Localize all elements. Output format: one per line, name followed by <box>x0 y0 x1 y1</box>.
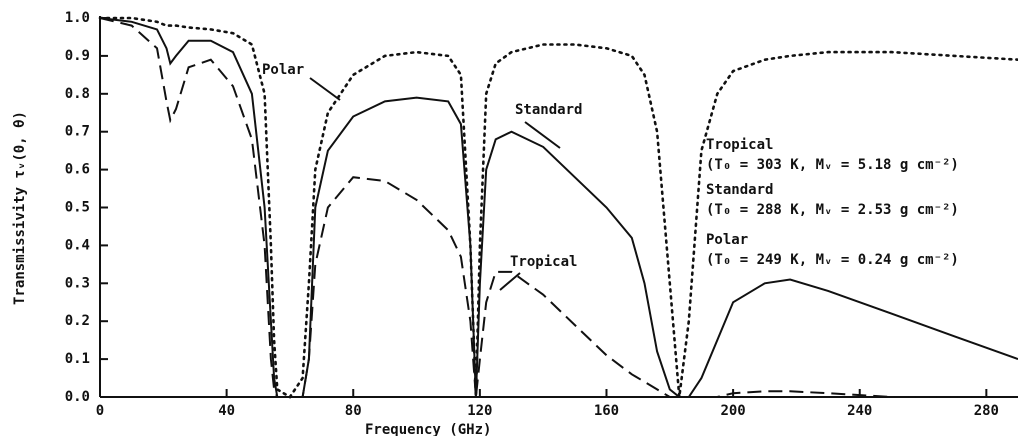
y-tick-label: 0.6 <box>65 162 90 178</box>
series-line <box>98 16 1018 399</box>
x-tick-label: 40 <box>218 403 235 419</box>
x-tick-label: 200 <box>720 403 745 419</box>
x-tick-label: 160 <box>594 403 619 419</box>
y-tick-label: 0.7 <box>65 124 90 140</box>
legend-params: (T₀ = 303 K, Mᵥ = 5.18 g cm⁻²) <box>706 157 959 173</box>
series-label: Polar <box>262 62 304 78</box>
callout-arrow <box>309 77 341 101</box>
y-tick-label: 0.8 <box>65 86 90 102</box>
legend-name: Tropical <box>706 137 773 153</box>
legend-name: Polar <box>706 232 748 248</box>
x-tick-label: 80 <box>345 403 362 419</box>
y-tick-label: 0.9 <box>65 48 90 64</box>
series-line <box>99 17 1018 398</box>
x-tick-label: 280 <box>974 403 999 419</box>
y-tick-label: 0.3 <box>65 275 90 291</box>
series-label: Standard <box>515 102 582 118</box>
y-tick-label: 0.5 <box>65 200 90 216</box>
x-axis-label: Frequency (GHz) <box>365 422 491 436</box>
x-tick-label: 0 <box>96 403 104 419</box>
series-line <box>99 17 1018 398</box>
x-tick-label: 120 <box>467 403 492 419</box>
y-tick-label: 1.0 <box>65 10 90 26</box>
x-tick-label: 240 <box>847 403 872 419</box>
y-tick-label: 0.2 <box>65 313 90 329</box>
y-axis-label: Transmissivity τᵥ(0, θ) <box>12 111 28 305</box>
legend-name: Standard <box>706 182 773 198</box>
series-label: Tropical <box>510 254 577 270</box>
callout-arrow <box>524 121 561 149</box>
y-tick-label: 0.0 <box>65 389 90 405</box>
y-tick-label: 0.1 <box>65 351 90 367</box>
y-tick-label: 0.4 <box>65 237 90 253</box>
legend-params: (T₀ = 288 K, Mᵥ = 2.53 g cm⁻²) <box>706 202 959 218</box>
callout-arrow <box>499 272 521 291</box>
legend-params: (T₀ = 249 K, Mᵥ = 0.24 g cm⁻²) <box>706 252 959 268</box>
